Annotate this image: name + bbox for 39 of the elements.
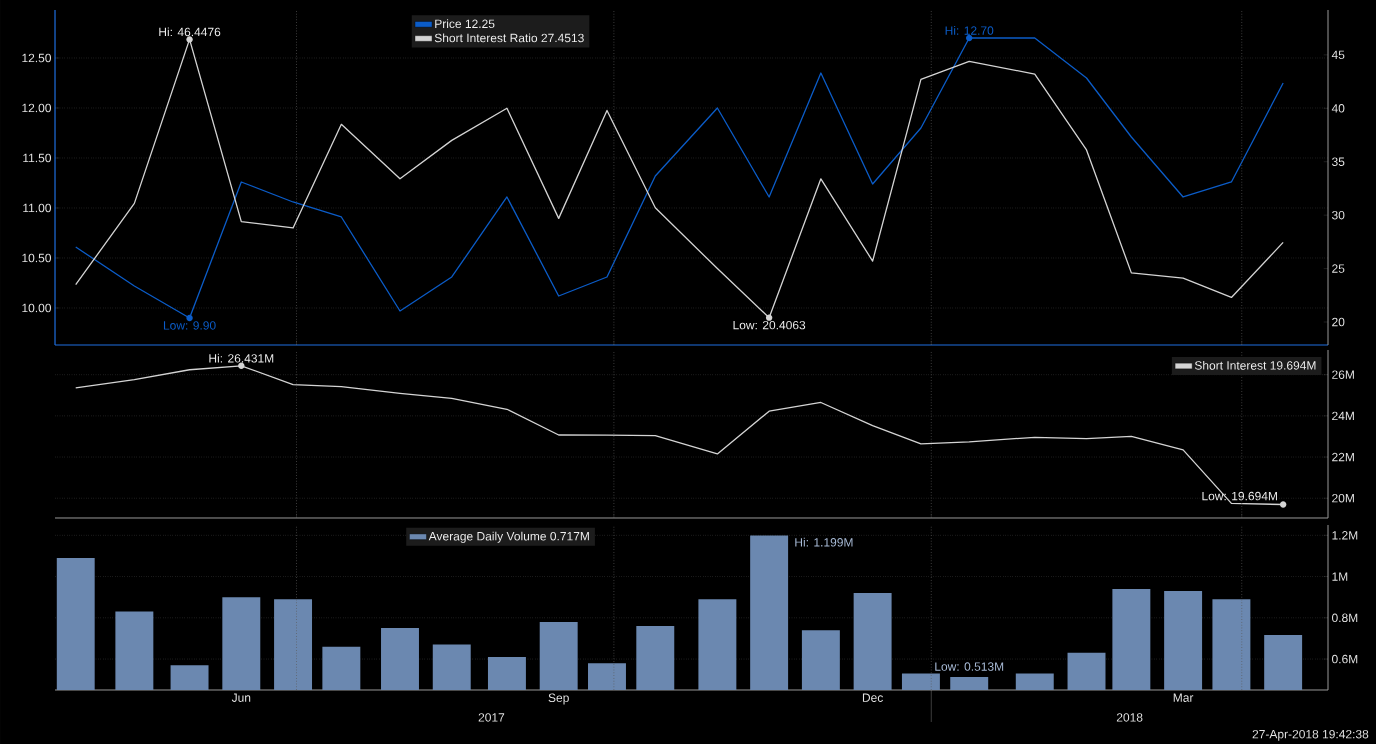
annotation: Low: 19.694M — [1202, 491, 1277, 501]
text: 2018 — [1116, 713, 1143, 722]
y-tick-label: 22M — [1332, 452, 1354, 462]
text: 2017 — [478, 713, 505, 722]
y2-tick-label: 30 — [1331, 210, 1345, 220]
y2-tick-label: 45 — [1331, 50, 1345, 60]
annotation: Hi: 1.199M — [795, 537, 853, 547]
y-tick-label: 10.00 — [22, 303, 52, 313]
y-tick-label: 12.50 — [22, 53, 52, 63]
annotation: Hi: 46.4476 — [159, 27, 221, 37]
y-tick-label: 11.00 — [23, 203, 52, 213]
annotation: Low: 0.513M — [935, 662, 1004, 671]
y-tick-label: 20M — [1332, 493, 1354, 503]
y2-tick-label: 35 — [1331, 157, 1345, 166]
text: 27-Apr-2018 19:42:38 — [1252, 729, 1369, 741]
annotation: Low: 9.90 — [163, 321, 216, 330]
y2-tick-label: 25 — [1332, 264, 1345, 273]
y2-tick-label: 20 — [1332, 317, 1345, 327]
x-tick-label: Dec — [862, 693, 883, 702]
legend-label: Average Daily Volume 0.717M — [428, 531, 589, 543]
y-tick-label: 0.6M — [1332, 654, 1358, 664]
annotation: Hi: 12.70 — [945, 25, 994, 35]
y2-tick-label: 40 — [1331, 104, 1345, 113]
x-tick-label: Jun — [231, 693, 251, 702]
y-tick-label: 24M — [1332, 411, 1354, 421]
y-tick-label: 12.00 — [22, 103, 52, 113]
legend-label: Price 12.25 — [435, 19, 495, 29]
y-tick-label: 1M — [1332, 572, 1348, 581]
x-tick-label: Sep — [548, 693, 569, 705]
y-tick-label: 1.2M — [1332, 531, 1358, 540]
y-tick-label: 10.50 — [22, 253, 52, 263]
x-tick-label: Mar — [1173, 693, 1194, 702]
y-tick-label: 0.8M — [1332, 613, 1358, 623]
y-tick-label: 11.50 — [23, 153, 52, 163]
annotation: Hi: 26.431M — [209, 353, 274, 363]
y-tick-label: 26M — [1332, 370, 1354, 379]
annotation: Low: 20.4063 — [733, 320, 806, 330]
legend-label: Short Interest Ratio 27.4513 — [434, 33, 584, 43]
legend-label: Short Interest 19.694M — [1194, 360, 1316, 370]
